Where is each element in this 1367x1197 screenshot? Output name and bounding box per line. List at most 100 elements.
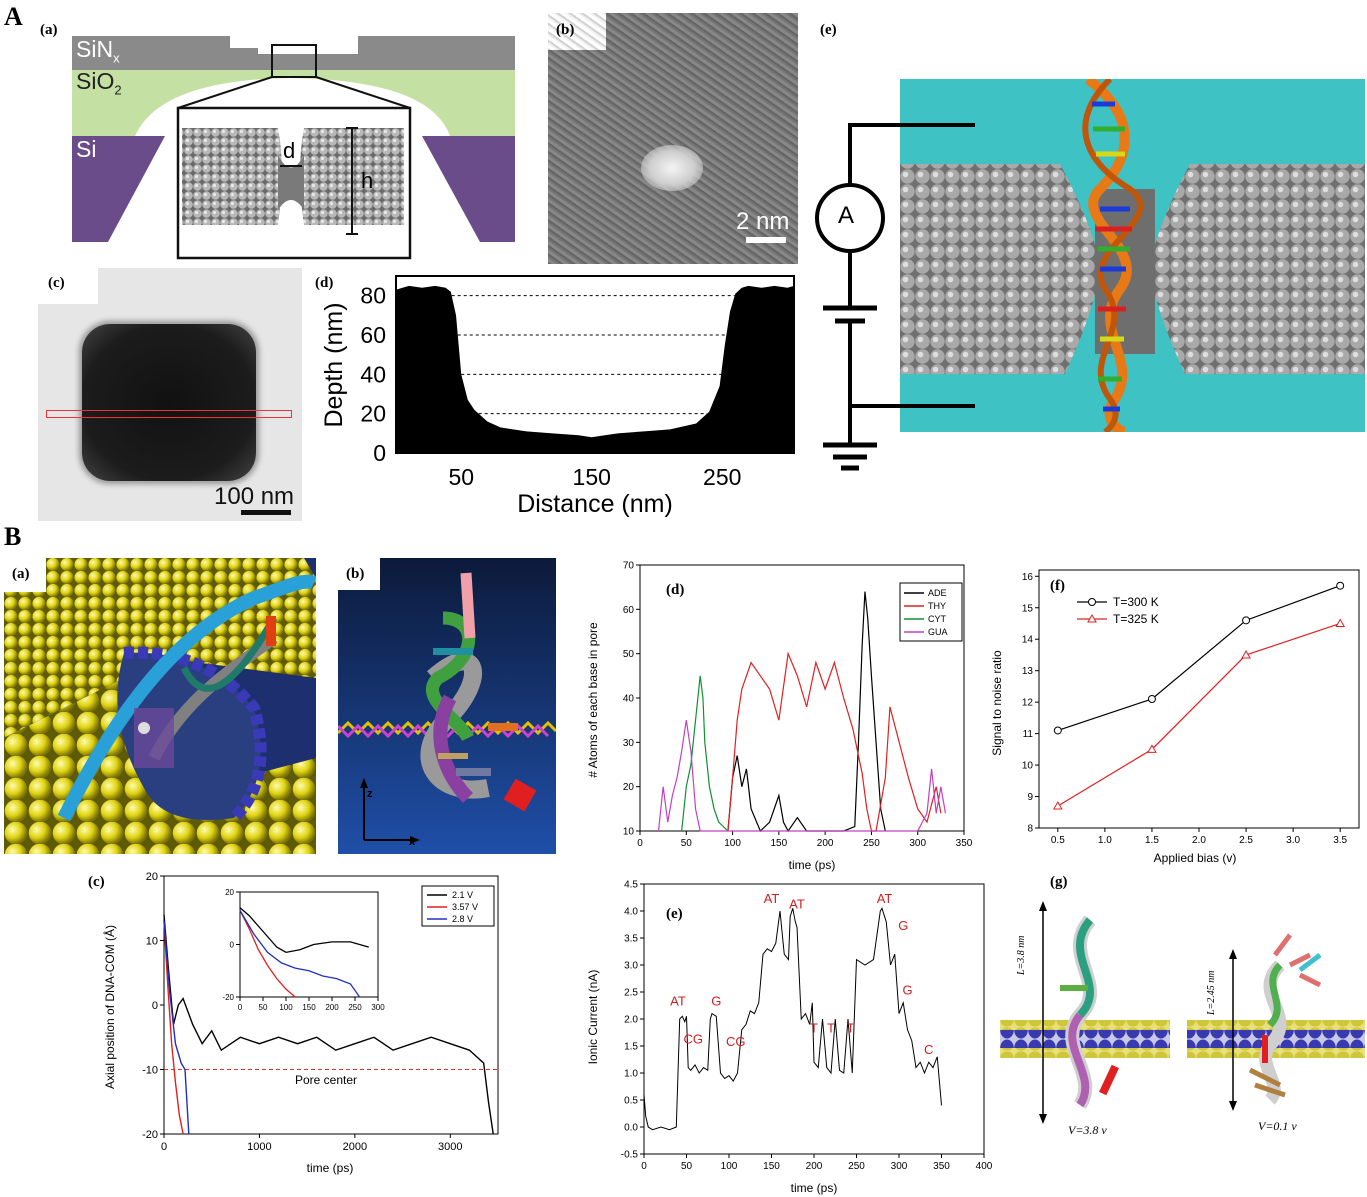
panel-ab-label: (b) (556, 22, 575, 38)
bc-ytick-label: 0 (152, 1000, 158, 1012)
bc-inset-series-2 (239, 910, 361, 998)
bd-ytick-label: 30 (623, 738, 635, 749)
be-xtick-label: 350 (933, 1161, 950, 1172)
bg-right-length: L=2.45 nm (1206, 970, 1217, 1015)
be-base-annotation: G (902, 983, 912, 998)
be-ytick-label: 0.5 (624, 1096, 638, 1107)
be-base-annotation: T (847, 1021, 855, 1036)
bc-annotation: Pore center (295, 1073, 357, 1087)
scale-label-100nm: 100 nm (214, 483, 295, 510)
bf-series-1 (1057, 622, 1341, 807)
bd-xtick-label: 50 (681, 838, 693, 849)
bc-inset-series-1 (239, 910, 296, 998)
bc-ytick-label: -20 (142, 1129, 158, 1141)
bf-xtick-label: 2.0 (1192, 835, 1206, 846)
bd-xtick-label: 100 (724, 838, 741, 849)
bd-ytick-label: 10 (623, 827, 635, 838)
bc-ytick-label: 10 (146, 935, 158, 947)
bd-ylabel: # Atoms of each base in pore (586, 622, 600, 778)
bc-inset-ytick-label: 0 (230, 940, 235, 949)
bd-legend-label: CYT (928, 614, 947, 624)
panel-bb-label: (b) (346, 566, 365, 582)
bd-xtick-label: 150 (771, 838, 788, 849)
bf-xtick-label: 1.5 (1145, 835, 1159, 846)
square-pore (82, 324, 256, 481)
chart-atoms-per-base: 0 50 100 150 200 250 300 350 10 20 30 40 50 60 70 ADE TH… (586, 561, 973, 873)
bf-xtick-label: 0.5 (1051, 835, 1065, 846)
bg-left-length: L=3.8 nm (1016, 935, 1027, 975)
panel-bf-label: (f) (1050, 578, 1065, 594)
bf-point (1147, 744, 1157, 753)
ad-xtick-label: 250 (703, 464, 741, 490)
bd-ytick-label: 40 (623, 694, 635, 705)
ad-ytick-label: 60 (360, 322, 386, 348)
bc-xtick-label: 2000 (343, 1141, 367, 1153)
section-label-b: B (4, 522, 22, 551)
be-ytick-label: 3.5 (624, 934, 638, 945)
be-ytick-label: 4.5 (624, 880, 638, 891)
scale-bar-2nm (746, 237, 786, 243)
si-right (422, 136, 515, 242)
bd-ytick-label: 70 (623, 561, 635, 572)
be-ytick-label: -0.5 (621, 1150, 639, 1161)
section-label-a: A (4, 2, 23, 31)
bc-series-0 (163, 914, 494, 1135)
bf-legend-marker (1087, 613, 1097, 623)
bf-xtick-label: 1.0 (1098, 835, 1112, 846)
sin-layer-right (358, 36, 515, 70)
bd-legend-label: THY (928, 601, 946, 611)
bd-series-2 (681, 675, 729, 832)
bc-inset-xtick-label: 50 (259, 1003, 268, 1012)
sin-label: SiNx (76, 36, 120, 66)
bf-xlabel: Applied bias (v) (1154, 851, 1237, 865)
panel-aa-label: (a) (40, 22, 58, 38)
panel-be-label: (e) (666, 906, 683, 922)
bf-ytick-label: 16 (1022, 572, 1034, 583)
bc-series-2 (163, 921, 190, 1135)
ad-xlabel: Distance (nm) (517, 490, 673, 518)
ad-xtick-label: 150 (573, 464, 611, 490)
bc-xtick-label: 3000 (438, 1141, 462, 1153)
panel-bd-label: (d) (666, 582, 685, 598)
be-xtick-label: 150 (763, 1161, 780, 1172)
ad-ylabel: Depth (nm) (320, 302, 348, 427)
si-label: Si (76, 136, 97, 162)
bf-xtick-label: 3.0 (1286, 835, 1300, 846)
be-ytick-label: 1.5 (624, 1042, 638, 1053)
bc-xtick-label: 0 (161, 1141, 167, 1153)
bf-point (1052, 800, 1063, 810)
sio2-label: SiO2 (76, 68, 122, 98)
bf-legend-marker (1088, 598, 1096, 606)
be-ytick-label: 2.0 (624, 1015, 638, 1026)
bf-ytick-label: 9 (1027, 792, 1033, 803)
bc-xtick-label: 1000 (247, 1141, 271, 1153)
be-base-annotation: CG (726, 1034, 746, 1049)
bf-ytick-label: 11 (1023, 729, 1034, 740)
bf-point (1053, 726, 1062, 735)
bc-inset-xtick-label: 200 (325, 1003, 339, 1012)
be-base-annotation: AT (877, 891, 893, 906)
bd-xtick-label: 350 (956, 838, 973, 849)
be-xtick-label: 300 (891, 1161, 908, 1172)
panel-aa: (a) SiNx SiO2 Si d h (40, 20, 530, 260)
be-ytick-label: 4.0 (624, 907, 638, 918)
bc-ytick-label: 20 (146, 871, 158, 883)
panel-ba-label: (a) (12, 566, 30, 582)
bc-inset-xtick-label: 100 (279, 1003, 293, 1012)
bf-ytick-label: 15 (1022, 603, 1034, 614)
bd-legend-label: ADE (928, 588, 947, 598)
pore-diameter-label: d (283, 138, 296, 163)
pore-height-label: h (361, 168, 374, 193)
panel-ad-label: (d) (315, 275, 334, 291)
bf-point (1242, 616, 1251, 625)
panel-ac-label: (c) (48, 275, 65, 291)
be-base-annotation: T (810, 1021, 818, 1036)
chart-ionic-current: 0 50 100 150 200 250 300 350 400 -0.5 0.0 0.5 1.0 1.5… (586, 880, 992, 1196)
be-base-annotation: C (924, 1042, 933, 1057)
md-simulation-render (900, 79, 1365, 432)
bg-right-voltage: V=0.1 v (1258, 1119, 1297, 1133)
bf-point (1241, 649, 1251, 659)
be-xtick-label: 100 (721, 1161, 738, 1172)
bd-series-3 (657, 720, 947, 832)
